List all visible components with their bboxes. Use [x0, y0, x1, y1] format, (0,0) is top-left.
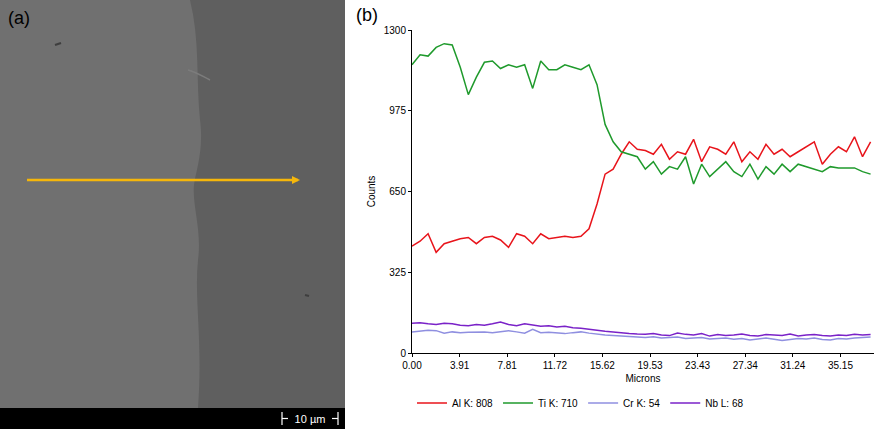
svg-text:0.00: 0.00 [402, 360, 422, 371]
svg-text:Nb L: 68: Nb L: 68 [705, 398, 743, 409]
svg-text:Ti K: 710: Ti K: 710 [538, 398, 578, 409]
svg-text:11.72: 11.72 [543, 360, 568, 371]
svg-text:0: 0 [400, 348, 406, 359]
svg-text:7.81: 7.81 [497, 360, 517, 371]
svg-text:23.43: 23.43 [685, 360, 710, 371]
svg-text:650: 650 [389, 186, 406, 197]
svg-text:19.53: 19.53 [638, 360, 663, 371]
svg-text:975: 975 [389, 105, 406, 116]
svg-text:325: 325 [389, 267, 406, 278]
svg-text:Microns: Microns [625, 373, 660, 384]
svg-text:31.24: 31.24 [780, 360, 805, 371]
svg-text:Cr K: 54: Cr K: 54 [623, 398, 660, 409]
svg-text:Counts: Counts [366, 176, 377, 208]
svg-text:(a): (a) [8, 8, 30, 28]
svg-text:3.91: 3.91 [450, 360, 470, 371]
svg-text:15.62: 15.62 [590, 360, 615, 371]
svg-text:(b): (b) [356, 5, 378, 25]
svg-text:1300: 1300 [384, 25, 407, 36]
svg-text:Al K: 808: Al K: 808 [452, 398, 493, 409]
svg-text:10 µm: 10 µm [295, 413, 326, 425]
svg-text:27.34: 27.34 [733, 360, 758, 371]
svg-text:35.15: 35.15 [828, 360, 853, 371]
